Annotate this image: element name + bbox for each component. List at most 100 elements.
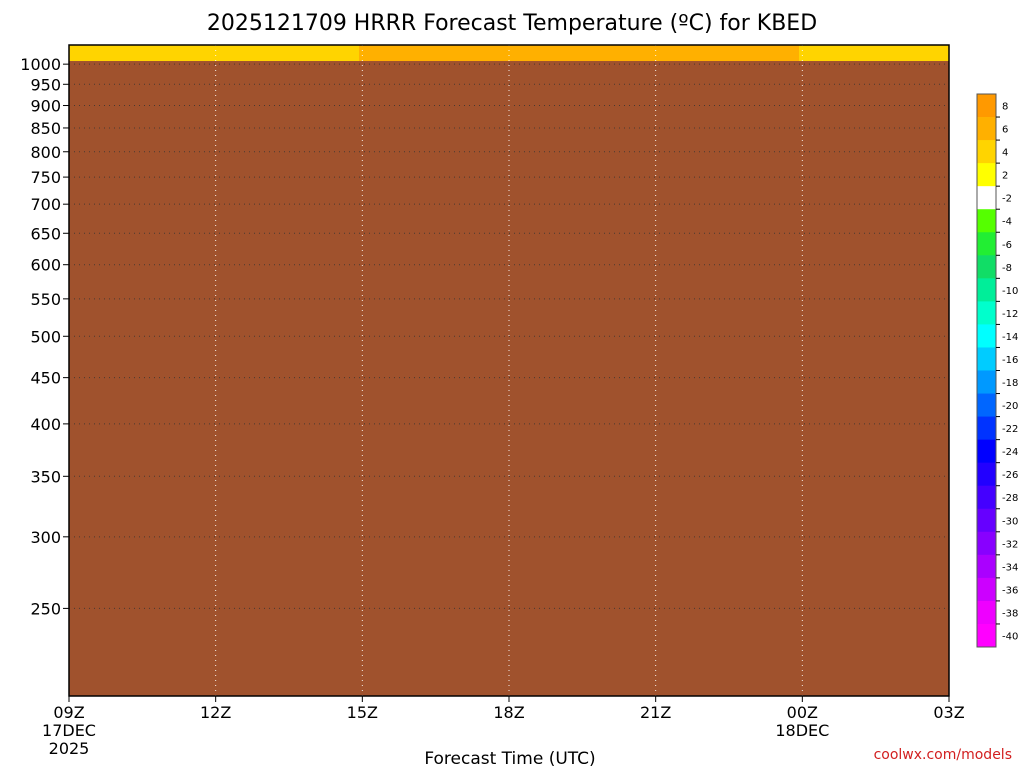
temperature-cell <box>349 45 360 53</box>
temperature-cell <box>459 52 470 60</box>
temperature-cell <box>829 45 840 53</box>
temperature-cell <box>199 45 210 53</box>
temperature-cell <box>439 52 450 60</box>
temperature-cell <box>849 45 860 53</box>
temperature-cell <box>229 52 240 60</box>
temperature-cell <box>769 45 780 53</box>
temperature-cell <box>559 52 570 60</box>
temperature-cell <box>69 52 80 60</box>
temperature-cell <box>319 52 330 60</box>
temperature-cell <box>289 45 300 53</box>
temperature-cell <box>229 45 240 53</box>
chart-title: 2025121709 HRRR Forecast Temperature (ºC… <box>207 11 817 36</box>
temperature-cell <box>759 45 770 53</box>
temperature-cell <box>389 45 400 53</box>
temperature-cell <box>769 52 780 60</box>
temperature-cell <box>169 52 180 60</box>
temperature-cell <box>359 52 370 60</box>
temperature-cell <box>599 52 610 60</box>
temperature-cell <box>809 52 820 60</box>
temperature-cell <box>69 45 80 53</box>
temperature-cell <box>579 45 590 53</box>
temperature-cell <box>509 52 520 60</box>
temperature-cell <box>269 45 280 53</box>
temperature-cell <box>689 45 700 53</box>
temperature-cell <box>369 52 380 60</box>
temperature-cell <box>599 45 610 53</box>
temperature-cell <box>149 45 160 53</box>
temperature-cell <box>279 45 290 53</box>
temperature-cell <box>799 52 810 60</box>
temperature-cell <box>139 45 150 53</box>
temperature-cell <box>379 52 390 60</box>
temperature-cell <box>509 45 520 53</box>
temperature-cell <box>359 45 370 53</box>
temperature-cell <box>369 45 380 53</box>
temperature-cell <box>819 45 830 53</box>
temperature-cell <box>239 45 250 53</box>
temperature-cell <box>699 52 710 60</box>
temperature-cell <box>79 52 90 60</box>
temperature-cell <box>679 52 690 60</box>
temperature-cell <box>259 45 270 53</box>
temperature-cell <box>269 52 280 60</box>
temperature-cell <box>409 45 420 53</box>
temperature-cell <box>379 45 390 53</box>
temperature-cell <box>649 45 660 53</box>
temperature-cell <box>709 45 720 53</box>
temperature-cell <box>129 52 140 60</box>
temperature-cell <box>459 45 470 53</box>
temperature-cell <box>939 52 949 60</box>
temperature-cell <box>429 52 440 60</box>
temperature-cell <box>779 52 790 60</box>
temperature-cell <box>89 45 100 53</box>
temperature-cell <box>469 45 480 53</box>
temperature-cell <box>939 45 949 53</box>
temperature-cell <box>539 45 550 53</box>
temperature-cell <box>469 52 480 60</box>
temperature-cell <box>849 52 860 60</box>
temperature-cell <box>299 45 310 53</box>
temperature-cell <box>449 52 460 60</box>
temperature-cell <box>879 45 890 53</box>
temperature-cell <box>749 45 760 53</box>
temperature-cell <box>259 52 270 60</box>
temperature-cell <box>569 52 580 60</box>
temperature-cell <box>569 45 580 53</box>
temperature-cell <box>629 45 640 53</box>
temperature-cell <box>779 45 790 53</box>
temperature-cell <box>899 52 910 60</box>
temperature-cell <box>159 52 170 60</box>
temperature-cell <box>539 52 550 60</box>
temperature-cell <box>89 52 100 60</box>
temperature-cell <box>219 45 230 53</box>
temperature-cell <box>919 52 930 60</box>
temperature-cell <box>869 45 880 53</box>
temperature-cell <box>669 52 680 60</box>
temperature-cell <box>859 45 870 53</box>
temperature-cell <box>449 45 460 53</box>
temperature-cell <box>499 52 510 60</box>
temperature-cell <box>109 45 120 53</box>
temperature-cell <box>729 45 740 53</box>
temperature-cell <box>209 52 220 60</box>
temperature-cell <box>899 45 910 53</box>
temperature-cell <box>889 45 900 53</box>
temperature-cell <box>579 52 590 60</box>
temperature-cell <box>859 52 870 60</box>
temperature-cell <box>709 52 720 60</box>
temperature-cell <box>409 52 420 60</box>
temperature-cell <box>929 45 940 53</box>
temperature-cell <box>159 45 170 53</box>
temperature-cell <box>429 45 440 53</box>
temperature-cell <box>549 52 560 60</box>
temperature-cell <box>799 45 810 53</box>
temperature-cell <box>329 52 340 60</box>
temperature-cell <box>869 52 880 60</box>
temperature-cell <box>399 45 410 53</box>
temperature-cell <box>639 45 650 53</box>
temperature-cell <box>339 45 350 53</box>
temperature-cell <box>319 45 330 53</box>
temperature-cell <box>659 45 670 53</box>
